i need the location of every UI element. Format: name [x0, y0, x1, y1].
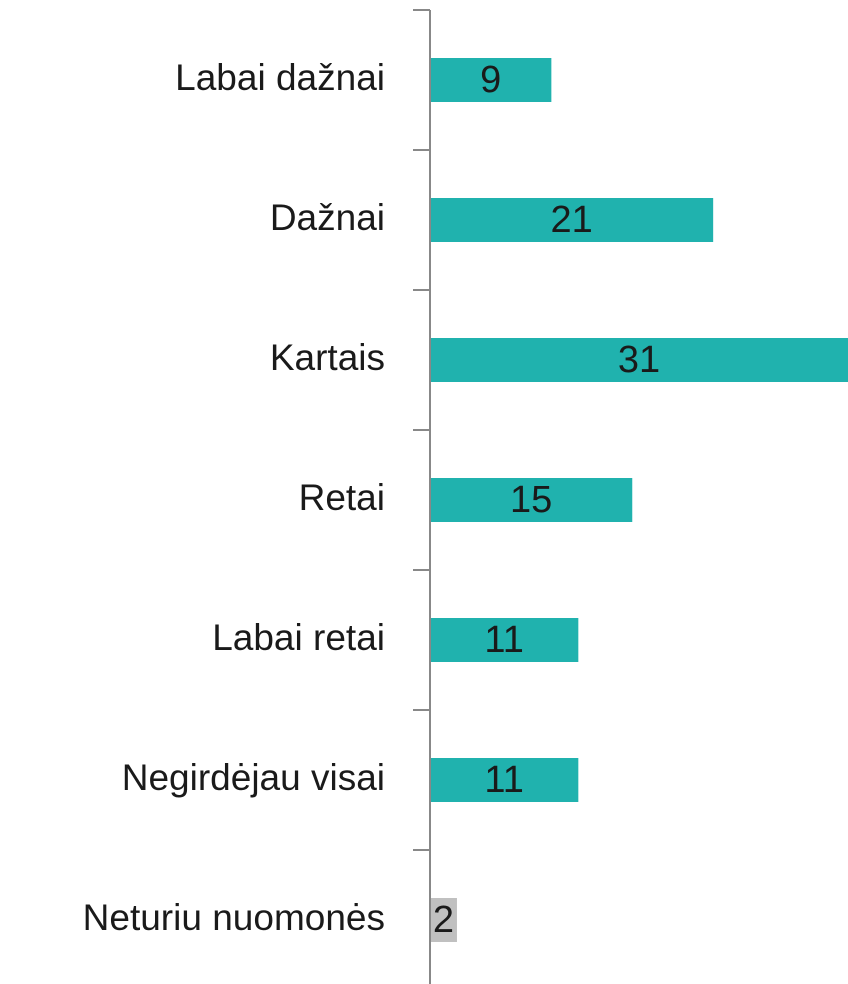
bar	[430, 898, 457, 942]
y-tick-label: Labai retai	[212, 617, 385, 658]
y-tick-label: Neturiu nuomonės	[83, 897, 385, 938]
bar	[430, 58, 552, 102]
bar	[430, 198, 714, 242]
bar	[430, 758, 579, 802]
value-label: 11	[484, 759, 523, 801]
value-label: 15	[510, 479, 552, 521]
value-label: 2	[433, 899, 454, 941]
value-label: 11	[484, 619, 523, 661]
bar	[430, 478, 633, 522]
value-label: 21	[550, 199, 592, 241]
y-tick-label: Dažnai	[270, 197, 385, 238]
bar	[430, 338, 848, 382]
y-tick-label: Labai dažnai	[175, 57, 385, 98]
bar	[430, 618, 579, 662]
value-label: 9	[480, 59, 501, 101]
value-label: 31	[618, 339, 660, 381]
y-tick-label: Kartais	[270, 337, 385, 378]
y-tick-label: Retai	[299, 477, 385, 518]
y-tick-label: Negirdėjau visai	[122, 757, 385, 798]
